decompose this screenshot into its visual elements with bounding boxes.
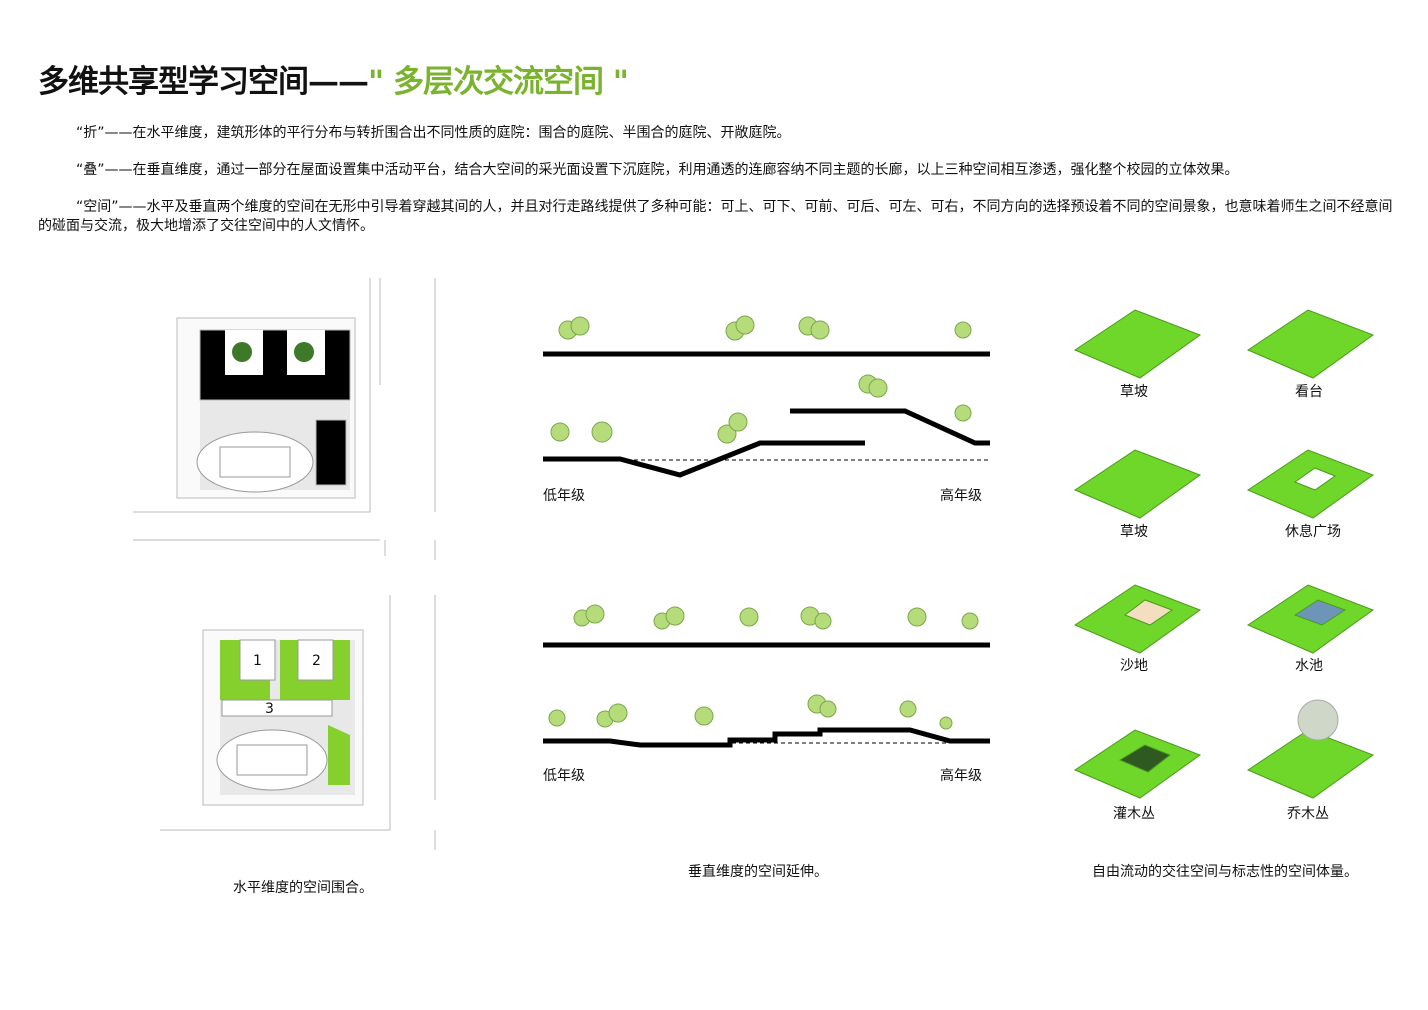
tile-label: 水池 xyxy=(1295,658,1323,674)
tile-label: 灌木丛 xyxy=(1113,806,1155,822)
block-label-3: 3 xyxy=(265,701,274,717)
high-grade-label-2: 高年级 xyxy=(940,768,982,784)
low-grade-label-2: 低年级 xyxy=(543,768,585,784)
plan-caption: 水平维度的空间围合。 xyxy=(233,880,373,896)
high-grade-label-1: 高年级 xyxy=(940,488,982,504)
section-caption: 垂直维度的空间延伸。 xyxy=(688,864,828,880)
paragraph-space: “空间”——水平及垂直两个维度的空间在无形中引导着穿越其间的人，并且对行走路线提… xyxy=(38,199,1393,234)
low-grade-label-1: 低年级 xyxy=(543,488,585,504)
title-highlight: " 多层次交流空间 " xyxy=(368,64,629,100)
section-2b xyxy=(543,727,990,748)
site-plan-top xyxy=(133,278,436,560)
tile-label: 沙地 xyxy=(1120,658,1148,674)
tile-label: 草坡 xyxy=(1120,524,1148,540)
block-label-1: 1 xyxy=(253,653,262,669)
tile-label: 休息广场 xyxy=(1285,524,1341,540)
block-label-2: 2 xyxy=(312,653,321,669)
tile-label: 乔木丛 xyxy=(1287,806,1329,822)
page-title: 多维共享型学习空间——" 多层次交流空间 " xyxy=(38,56,629,101)
spaces-caption: 自由流动的交往空间与标志性的空间体量。 xyxy=(1092,864,1358,880)
site-plan-bottom xyxy=(160,595,436,850)
tile-label: 草坡 xyxy=(1120,384,1148,400)
section-trees xyxy=(548,315,979,730)
section-1b xyxy=(543,408,990,478)
space-tiles xyxy=(1073,309,1375,799)
paragraph-fold: “折”——在水平维度，建筑形体的平行分布与转折围合出不同性质的庭院：围合的庭院、… xyxy=(76,125,791,141)
paragraph-stack: “叠”——在垂直维度，通过一部分在屋面设置集中活动平台，结合大空间的采光面设置下… xyxy=(76,162,1239,178)
title-main: 多维共享型学习空间—— xyxy=(38,64,369,100)
tile-label: 看台 xyxy=(1295,384,1323,400)
